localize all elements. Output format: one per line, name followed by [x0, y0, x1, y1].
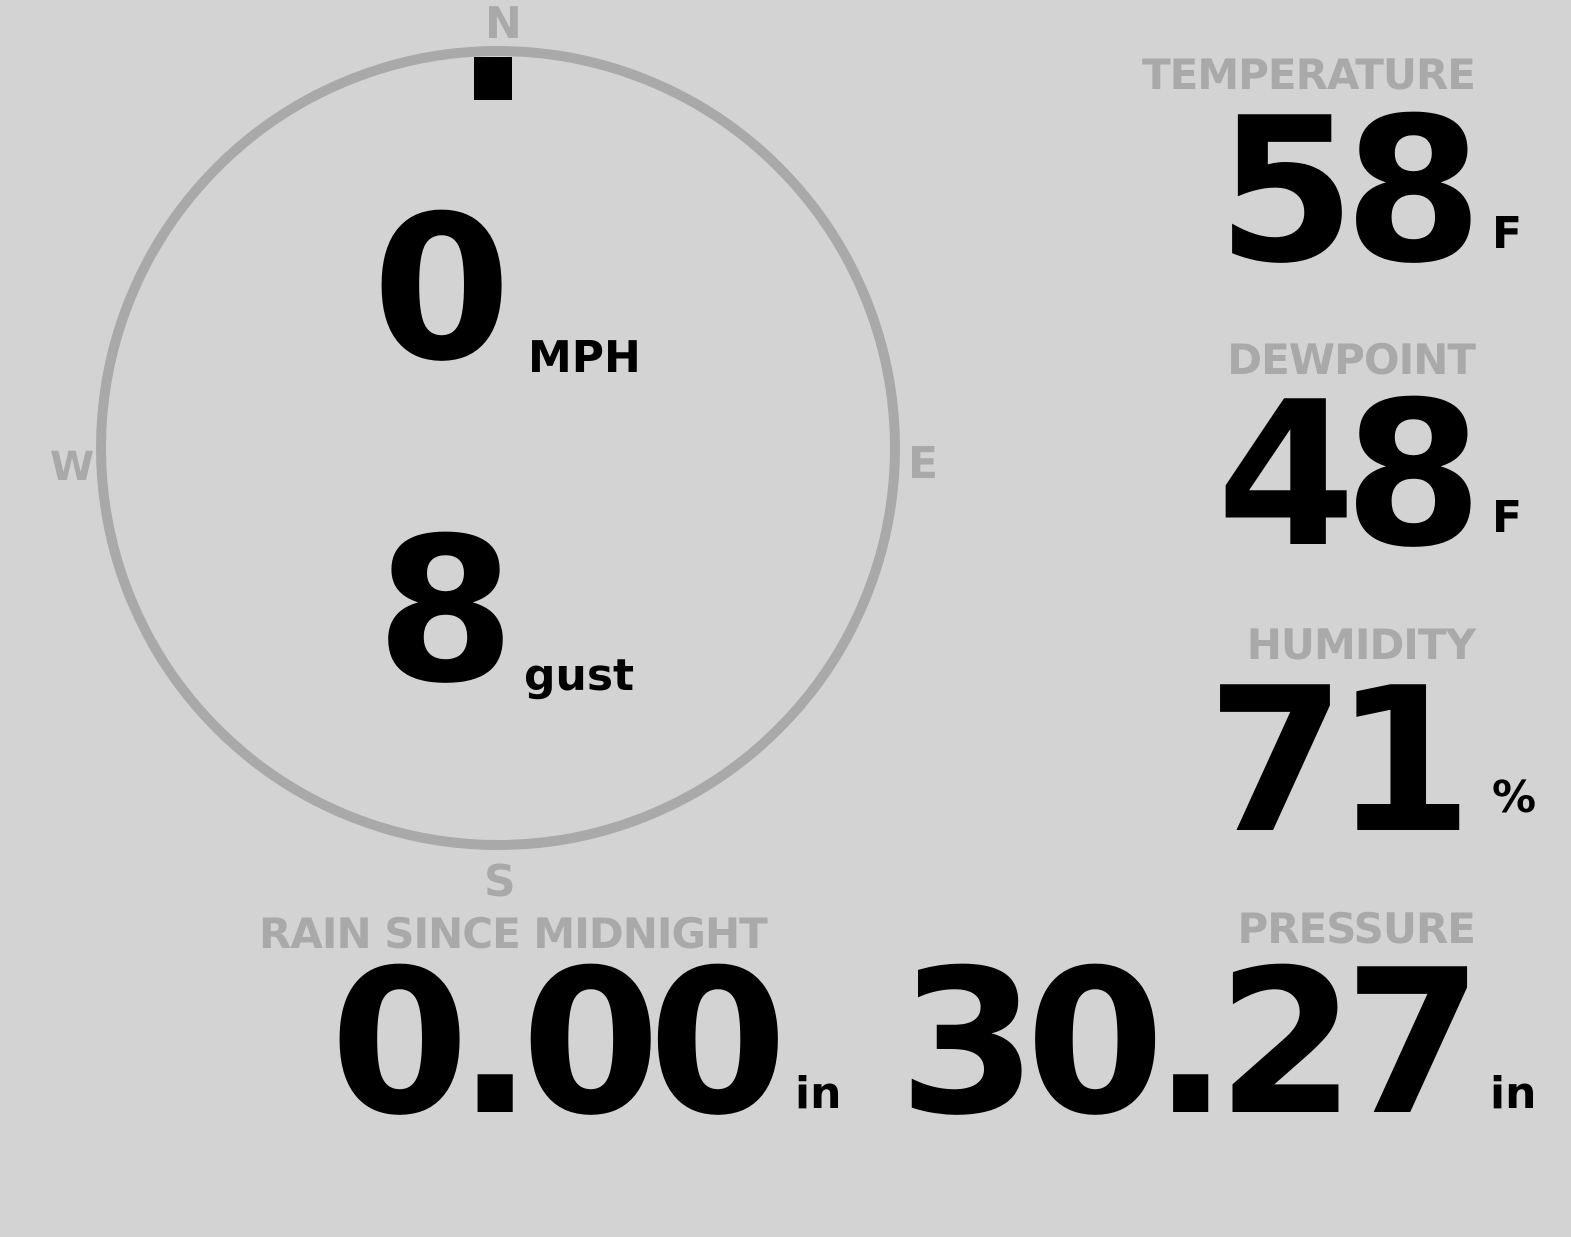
- rain-unit: in: [795, 1068, 842, 1119]
- pressure-card: PRESSURE: [1237, 904, 1476, 953]
- compass-east: E: [908, 438, 939, 489]
- humidity-label: HUMIDITY: [1246, 620, 1476, 669]
- wind-direction-marker: [474, 57, 512, 100]
- wind-speed-value: 0: [372, 173, 511, 406]
- temperature-card: TEMPERATURE: [1142, 50, 1476, 99]
- compass-west: W: [50, 444, 95, 490]
- pressure-value: 30.27: [898, 927, 1483, 1160]
- humidity-unit: %: [1492, 772, 1537, 823]
- humidity-value: 71: [1206, 645, 1473, 878]
- compass-south: S: [484, 856, 516, 907]
- wind-speed-unit: MPH: [528, 332, 641, 383]
- rain-value: 0.00: [330, 927, 787, 1160]
- pressure-label: PRESSURE: [1237, 904, 1476, 953]
- temperature-label: TEMPERATURE: [1142, 50, 1476, 99]
- wind-gust-unit: gust: [524, 650, 635, 701]
- humidity-card: HUMIDITY: [1246, 620, 1476, 669]
- temperature-unit: F: [1492, 208, 1523, 259]
- rain-label: RAIN SINCE MIDNIGHT: [259, 909, 768, 958]
- dewpoint-unit: F: [1492, 492, 1523, 543]
- dewpoint-card: DEWPOINT: [1227, 335, 1476, 384]
- dewpoint-value: 48: [1216, 359, 1483, 592]
- wind-compass: [96, 46, 900, 850]
- compass-north: N: [485, 0, 522, 49]
- pressure-unit: in: [1490, 1068, 1537, 1119]
- dewpoint-label: DEWPOINT: [1227, 335, 1476, 384]
- wind-gust-value: 8: [376, 495, 515, 728]
- compass-ring: [96, 46, 900, 850]
- temperature-value: 58: [1216, 75, 1483, 308]
